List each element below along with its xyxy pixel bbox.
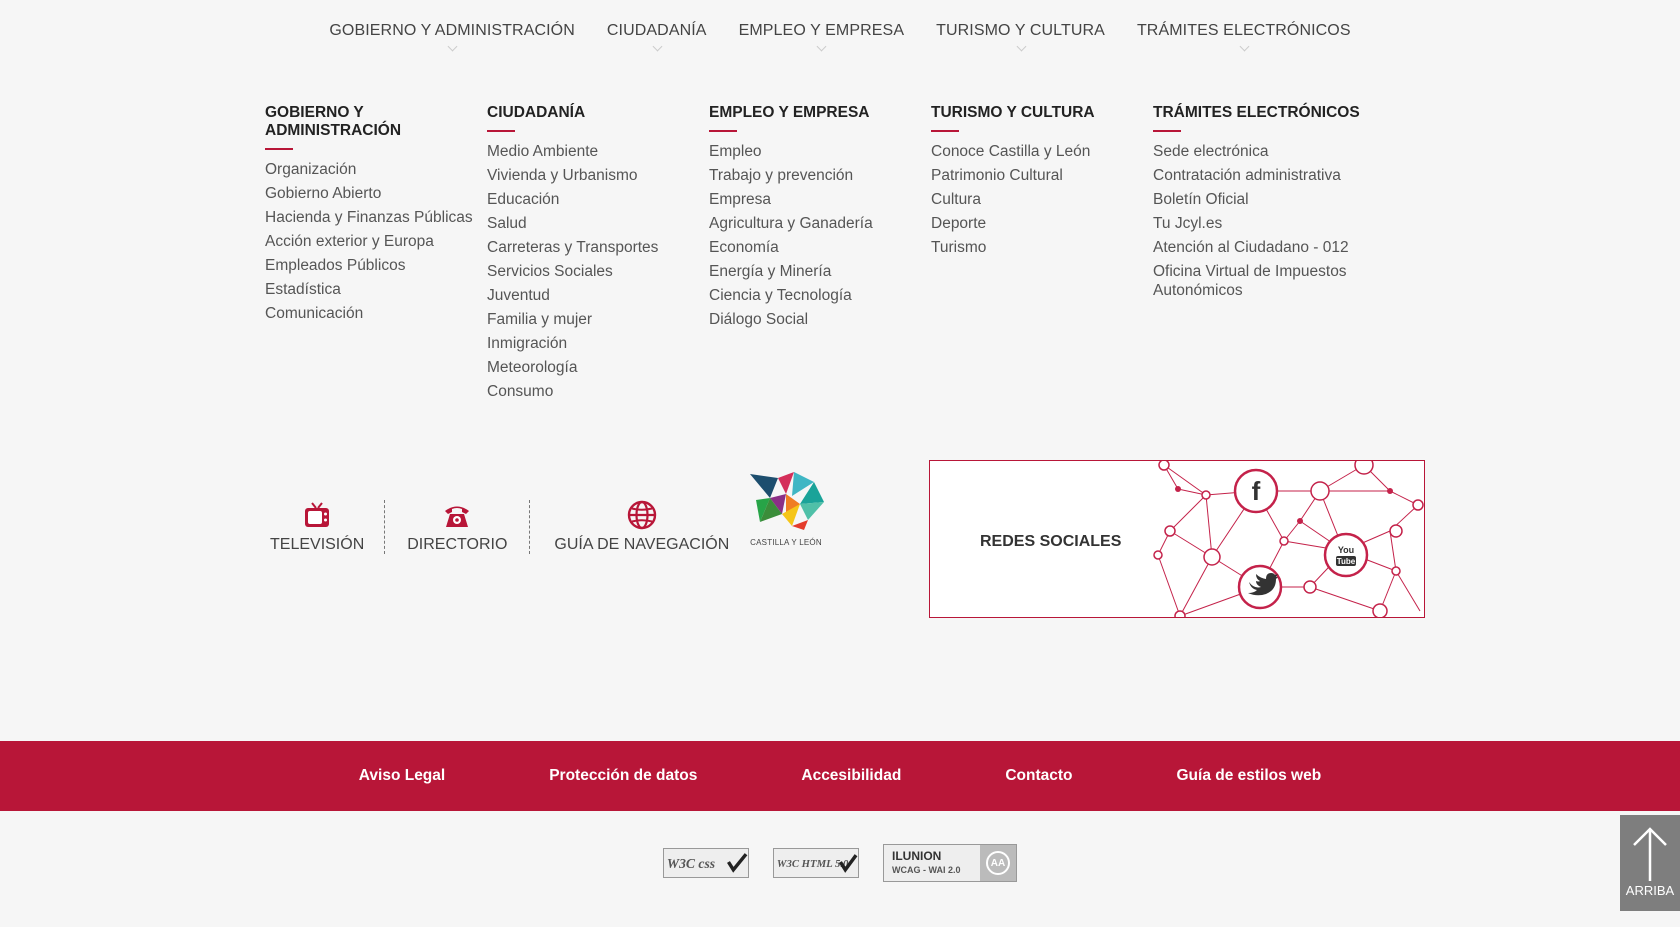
link-item[interactable]: Comunicación — [265, 305, 364, 322]
services-bar: TELEVISIÓN DIRECTORIO GUÍA DE NAVEGACIÓN — [250, 496, 753, 554]
link-item[interactable]: Acción exterior y Europa — [265, 233, 434, 250]
link-item[interactable]: Energía y Minería — [709, 263, 832, 280]
column-tramites: TRÁMITES ELECTRÓNICOS Sede electrónica C… — [1153, 104, 1375, 406]
svg-text:W3C css: W3C css — [667, 856, 715, 871]
link-item[interactable]: Familia y mujer — [487, 311, 593, 328]
svg-text:You: You — [1338, 545, 1354, 555]
link-item[interactable]: Carreteras y Transportes — [487, 239, 659, 256]
link-item[interactable]: Boletín Oficial — [1153, 191, 1249, 208]
link-item[interactable]: Servicios Sociales — [487, 263, 613, 280]
youtube-icon[interactable]: You Tube — [1323, 532, 1369, 578]
column-title[interactable]: GOBIERNO Y ADMINISTRACIÓN — [265, 104, 435, 150]
divider — [529, 500, 531, 554]
social-network-graphic: f You Tube — [1153, 461, 1424, 617]
link-item[interactable]: Tu Jcyl.es — [1153, 215, 1223, 232]
link-item[interactable]: Inmigración — [487, 335, 568, 352]
column-title[interactable]: EMPLEO Y EMPRESA — [709, 104, 931, 132]
link-item[interactable]: Meteorología — [487, 359, 578, 376]
link-item[interactable]: Gobierno Abierto — [265, 185, 382, 202]
link-item[interactable]: Medio Ambiente — [487, 143, 599, 160]
column-title[interactable]: CIUDADANÍA — [487, 104, 709, 132]
topnav-turismo[interactable]: TURISMO Y CULTURA — [936, 22, 1105, 39]
divider — [384, 500, 386, 554]
column-empleo: EMPLEO Y EMPRESA Empleo Trabajo y preven… — [709, 104, 931, 406]
link-item[interactable]: Agricultura y Ganadería — [709, 215, 873, 232]
facebook-icon[interactable]: f — [1233, 468, 1279, 514]
w3c-html-badge[interactable]: W3C HTML 5.0 — [773, 848, 859, 878]
back-to-top-label: ARRIBA — [1625, 883, 1675, 898]
globe-icon — [627, 500, 657, 530]
column-title[interactable]: TRÁMITES ELECTRÓNICOS — [1153, 104, 1375, 132]
footer-proteccion-datos[interactable]: Protección de datos — [549, 767, 698, 784]
logo-caption: CASTILLA Y LEÓN — [750, 538, 822, 547]
footer-links-bar: Aviso Legal Protección de datos Accesibi… — [0, 741, 1680, 811]
svg-text:W3C HTML 5.0: W3C HTML 5.0 — [777, 858, 849, 870]
phone-icon — [445, 506, 470, 527]
aa-icon: AA — [980, 845, 1016, 881]
link-item[interactable]: Deporte — [931, 215, 987, 232]
castilla-leon-logo[interactable] — [742, 472, 832, 552]
sitemap-columns: GOBIERNO Y ADMINISTRACIÓN Organización G… — [265, 104, 1375, 406]
navigation-guide-link[interactable]: GUÍA DE NAVEGACIÓN — [530, 500, 753, 554]
social-networks-label: REDES SOCIALES — [980, 533, 1122, 550]
link-item[interactable]: Consumo — [487, 383, 554, 400]
twitter-icon[interactable] — [1237, 564, 1283, 610]
ilunion-wcag-badge[interactable]: ILUNION WCAG - WAI 2.0 AA — [883, 844, 1017, 882]
directory-link[interactable]: DIRECTORIO — [385, 500, 529, 554]
link-item[interactable]: Trabajo y prevención — [709, 167, 854, 184]
link-item[interactable]: Turismo — [931, 239, 987, 256]
link-item[interactable]: Empleados Públicos — [265, 257, 406, 274]
link-item[interactable]: Vivienda y Urbanismo — [487, 167, 638, 184]
topnav-gobierno[interactable]: GOBIERNO Y ADMINISTRACIÓN — [329, 22, 575, 39]
link-item[interactable]: Contratación administrativa — [1153, 167, 1341, 184]
arrow-up-icon — [1633, 827, 1667, 881]
footer-aviso-legal[interactable]: Aviso Legal — [358, 767, 446, 784]
link-item[interactable]: Atención al Ciudadano - 012 — [1153, 239, 1349, 256]
column-gobierno: GOBIERNO Y ADMINISTRACIÓN Organización G… — [265, 104, 487, 406]
link-item[interactable]: Juventud — [487, 287, 550, 304]
svg-text:Tube: Tube — [1337, 557, 1356, 566]
ilunion-label: ILUNION — [892, 849, 942, 863]
validation-badges: W3C css W3C HTML 5.0 ILUNION WCAG - WAI … — [0, 844, 1680, 882]
topnav-tramites[interactable]: TRÁMITES ELECTRÓNICOS — [1136, 22, 1351, 39]
link-item[interactable]: Ciencia y Tecnología — [709, 287, 852, 304]
link-item[interactable]: Empresa — [709, 191, 772, 208]
footer-guia-estilos[interactable]: Guía de estilos web — [1176, 767, 1322, 784]
wcag-label: WCAG - WAI 2.0 — [892, 865, 961, 875]
link-item[interactable]: Estadística — [265, 281, 341, 298]
link-item[interactable]: Conoce Castilla y León — [931, 143, 1091, 160]
topnav-empleo[interactable]: EMPLEO Y EMPRESA — [738, 22, 905, 39]
link-item[interactable]: Empleo — [709, 143, 762, 160]
link-item[interactable]: Sede electrónica — [1153, 143, 1269, 160]
link-item[interactable]: Patrimonio Cultural — [931, 167, 1063, 184]
social-networks-panel[interactable]: REDES SOCIALES — [929, 460, 1425, 618]
link-item[interactable]: Educación — [487, 191, 560, 208]
link-item[interactable]: Cultura — [931, 191, 981, 208]
footer-accesibilidad[interactable]: Accesibilidad — [801, 767, 902, 784]
television-label: TELEVISIÓN — [270, 536, 365, 553]
column-ciudadania: CIUDADANÍA Medio Ambiente Vivienda y Urb… — [487, 104, 709, 406]
television-link[interactable]: TELEVISIÓN — [250, 500, 384, 554]
w3c-css-badge[interactable]: W3C css — [663, 848, 749, 878]
navigation-guide-label: GUÍA DE NAVEGACIÓN — [554, 536, 730, 553]
link-item[interactable]: Organización — [265, 161, 357, 178]
link-item[interactable]: Oficina Virtual de Impuestos Autonómicos — [1153, 263, 1347, 299]
link-item[interactable]: Salud — [487, 215, 527, 232]
tv-icon — [305, 502, 330, 527]
column-title[interactable]: TURISMO Y CULTURA — [931, 104, 1153, 132]
directory-label: DIRECTORIO — [407, 536, 508, 553]
link-item[interactable]: Economía — [709, 239, 779, 256]
link-item[interactable]: Hacienda y Finanzas Públicas — [265, 209, 473, 226]
link-item[interactable]: Diálogo Social — [709, 311, 809, 328]
topnav-ciudadania[interactable]: CIUDADANÍA — [606, 22, 707, 39]
top-navigation: GOBIERNO Y ADMINISTRACIÓN CIUDADANÍA EMP… — [0, 22, 1680, 40]
svg-text:f: f — [1252, 476, 1261, 506]
footer-contacto[interactable]: Contacto — [1005, 767, 1073, 784]
column-turismo: TURISMO Y CULTURA Conoce Castilla y León… — [931, 104, 1153, 406]
back-to-top-button[interactable]: ARRIBA — [1620, 815, 1680, 911]
